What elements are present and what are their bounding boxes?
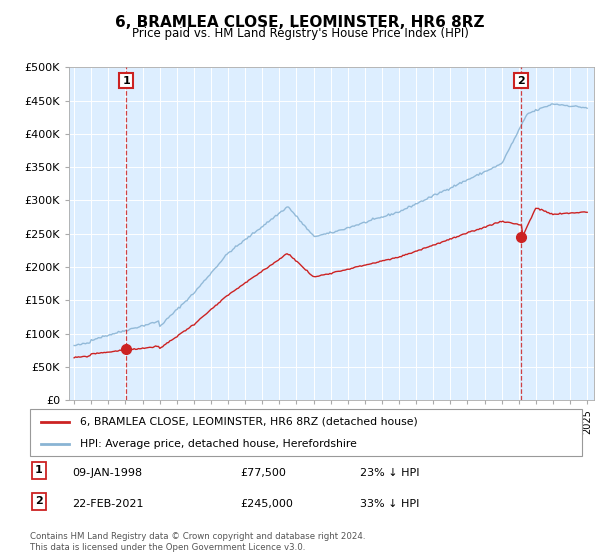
Text: £245,000: £245,000 — [240, 499, 293, 509]
Text: HPI: Average price, detached house, Herefordshire: HPI: Average price, detached house, Here… — [80, 438, 356, 449]
Text: 1: 1 — [122, 76, 130, 86]
Text: 23% ↓ HPI: 23% ↓ HPI — [360, 468, 419, 478]
Text: 22-FEB-2021: 22-FEB-2021 — [72, 499, 143, 509]
FancyBboxPatch shape — [30, 409, 582, 456]
Text: 6, BRAMLEA CLOSE, LEOMINSTER, HR6 8RZ (detached house): 6, BRAMLEA CLOSE, LEOMINSTER, HR6 8RZ (d… — [80, 417, 418, 427]
Text: Contains HM Land Registry data © Crown copyright and database right 2024.: Contains HM Land Registry data © Crown c… — [30, 532, 365, 541]
Text: 6, BRAMLEA CLOSE, LEOMINSTER, HR6 8RZ: 6, BRAMLEA CLOSE, LEOMINSTER, HR6 8RZ — [115, 15, 485, 30]
Text: This data is licensed under the Open Government Licence v3.0.: This data is licensed under the Open Gov… — [30, 543, 305, 552]
Text: 09-JAN-1998: 09-JAN-1998 — [72, 468, 142, 478]
Text: Price paid vs. HM Land Registry's House Price Index (HPI): Price paid vs. HM Land Registry's House … — [131, 27, 469, 40]
Text: 2: 2 — [35, 496, 43, 506]
Text: £77,500: £77,500 — [240, 468, 286, 478]
Text: 1: 1 — [35, 465, 43, 475]
Text: 2: 2 — [517, 76, 525, 86]
Text: 33% ↓ HPI: 33% ↓ HPI — [360, 499, 419, 509]
